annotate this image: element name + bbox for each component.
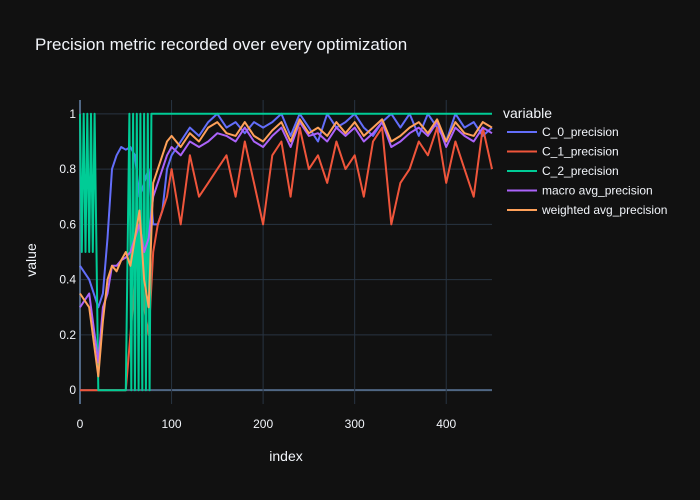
legend-label: weighted avg_precision — [541, 203, 667, 217]
series-line-macro-avg-precision[interactable] — [79, 121, 493, 364]
x-tick-label: 400 — [436, 417, 456, 431]
x-axis-title: index — [269, 448, 302, 464]
y-tick-label: 0.4 — [59, 273, 76, 287]
legend-label: C_0_precision — [542, 125, 619, 139]
y-tick-label: 0.2 — [59, 328, 76, 342]
legend-item[interactable]: macro avg_precision — [507, 184, 653, 198]
legend-item[interactable]: C_1_precision — [507, 145, 619, 159]
legend[interactable]: variable C_0_precision C_1_precision C_2_p… — [503, 105, 667, 217]
legend-label: C_1_precision — [542, 145, 619, 159]
y-tick-label: 0 — [69, 383, 76, 397]
y-tick-label: 0.6 — [59, 217, 76, 231]
legend-items[interactable]: C_0_precision C_1_precision C_2_precisionm… — [507, 125, 667, 217]
x-tick-label: 200 — [253, 417, 273, 431]
series-line-weighted-avg-precision[interactable] — [79, 118, 493, 378]
legend-item[interactable]: weighted avg_precision — [507, 203, 667, 217]
chart-title: Precision metric recorded over every opt… — [35, 35, 407, 54]
y-axis-title: value — [23, 243, 39, 277]
legend-label: C_2_precision — [542, 164, 619, 178]
legend-title: variable — [503, 105, 552, 121]
y-tick-label: 0.8 — [59, 162, 76, 176]
y-tick-label: 1 — [69, 107, 76, 121]
legend-item[interactable]: C_0_precision — [507, 125, 619, 139]
legend-item[interactable]: C_2_precision — [507, 164, 619, 178]
x-tick-label: 100 — [162, 417, 182, 431]
series-layer — [79, 112, 493, 392]
legend-label: macro avg_precision — [542, 184, 653, 198]
x-tick-label: 0 — [77, 417, 84, 431]
axis-layer: 0 0.2 0.4 0.6 0.8 1 0 100 200 300 400 — [59, 107, 456, 431]
series-line-c-1-precision[interactable] — [80, 126, 493, 392]
x-tick-label: 300 — [345, 417, 365, 431]
